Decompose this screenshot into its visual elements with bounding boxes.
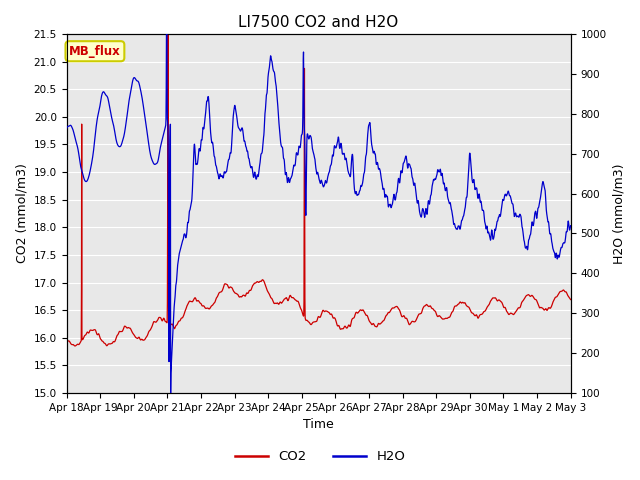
Title: LI7500 CO2 and H2O: LI7500 CO2 and H2O: [239, 15, 399, 30]
Legend: CO2, H2O: CO2, H2O: [229, 445, 411, 468]
Y-axis label: H2O (mmol/m3): H2O (mmol/m3): [612, 163, 625, 264]
X-axis label: Time: Time: [303, 419, 334, 432]
Y-axis label: CO2 (mmol/m3): CO2 (mmol/m3): [15, 164, 28, 264]
Text: MB_flux: MB_flux: [69, 45, 121, 58]
